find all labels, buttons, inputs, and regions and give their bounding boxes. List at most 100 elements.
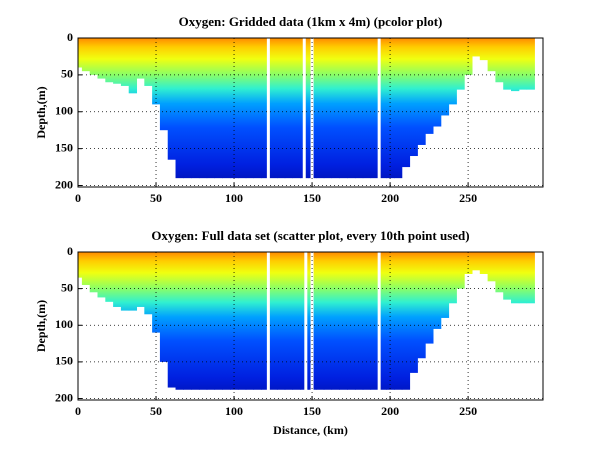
data-column [237, 38, 247, 179]
data-column [518, 252, 528, 304]
data-column [393, 38, 403, 179]
x-axis-label: Distance, (km) [273, 423, 348, 437]
data-gap [310, 252, 314, 400]
data-column [284, 252, 294, 390]
data-column [136, 38, 145, 79]
data-column [191, 252, 200, 390]
data-column [152, 38, 161, 105]
data-column [339, 252, 348, 390]
data-column [432, 252, 442, 329]
data-column [206, 252, 216, 390]
data-gap [377, 38, 381, 187]
data-column [354, 252, 364, 390]
data-column [269, 38, 278, 179]
y-tick-label: 100 [55, 317, 73, 331]
data-column [417, 38, 426, 145]
x-tick-label: 100 [225, 191, 243, 205]
data-column [386, 38, 395, 179]
data-column [448, 252, 457, 304]
data-column [487, 252, 496, 282]
data-column [206, 38, 216, 179]
data-column [425, 252, 434, 344]
y-tick-label: 100 [55, 104, 73, 118]
data-column [89, 252, 99, 293]
data-column [78, 252, 83, 278]
data-column [253, 252, 262, 390]
data-column [89, 38, 99, 75]
data-column [128, 252, 138, 311]
data-column [292, 38, 301, 179]
x-tick-label: 250 [459, 404, 477, 418]
data-column [222, 38, 231, 179]
data-column [167, 38, 177, 160]
data-column [456, 252, 465, 289]
data-column [175, 252, 184, 390]
x-tick-label: 0 [75, 404, 81, 418]
data-column [479, 38, 489, 61]
data-column [159, 38, 169, 131]
data-column [347, 252, 356, 390]
data-column [276, 38, 286, 179]
data-column [378, 38, 387, 179]
data-column [503, 252, 512, 300]
data-column [261, 252, 270, 390]
data-column [401, 38, 411, 168]
data-column [487, 38, 496, 72]
y-tick-label: 200 [55, 390, 73, 404]
data-column [191, 38, 200, 179]
data-column [245, 38, 255, 179]
data-gap [266, 38, 270, 187]
data-gap [377, 252, 381, 400]
data-gap [302, 38, 306, 187]
data-column [253, 38, 262, 179]
data-column [472, 38, 481, 57]
x-tick-label: 250 [459, 191, 477, 205]
data-column [417, 252, 426, 359]
data-column [113, 252, 122, 307]
y-axis-label: Depth,(m) [34, 300, 48, 352]
data-column [81, 38, 91, 72]
data-column [503, 38, 512, 90]
y-axis-label: Depth,(m) [34, 86, 48, 138]
data-column [261, 38, 270, 179]
data-column [393, 252, 403, 390]
x-tick-label: 50 [150, 191, 162, 205]
axes-frame [77, 37, 544, 188]
data-column [495, 252, 504, 293]
data-column [136, 252, 145, 307]
data-column [183, 252, 192, 390]
data-column [354, 38, 364, 179]
chart-title: Oxygen: Full data set (scatter plot, eve… [151, 228, 469, 243]
data-column [292, 252, 301, 390]
data-column [214, 252, 223, 390]
data-column [370, 38, 379, 179]
data-column [409, 38, 418, 157]
data-column [401, 252, 411, 390]
data-column [315, 38, 325, 179]
data-column [214, 38, 223, 179]
data-column [97, 38, 106, 79]
data-column [464, 252, 473, 274]
x-tick-label: 150 [303, 191, 321, 205]
data-column [464, 38, 473, 75]
data-gap [310, 38, 314, 187]
data-column [370, 252, 379, 390]
data-column [440, 38, 450, 116]
data-column [81, 252, 91, 285]
data-column [456, 38, 465, 90]
y-tick-label: 150 [55, 354, 73, 368]
x-tick-label: 0 [75, 191, 81, 205]
y-tick-label: 50 [61, 280, 73, 294]
data-column [448, 38, 457, 105]
data-gap [266, 252, 270, 400]
data-column [347, 38, 356, 179]
data-column [511, 252, 520, 304]
data-column [175, 38, 184, 179]
data-column [409, 252, 418, 373]
data-column [269, 252, 278, 390]
data-column [511, 38, 520, 92]
data-column [120, 252, 130, 311]
data-column [105, 38, 114, 83]
data-column [237, 252, 247, 390]
data-column [284, 38, 294, 179]
